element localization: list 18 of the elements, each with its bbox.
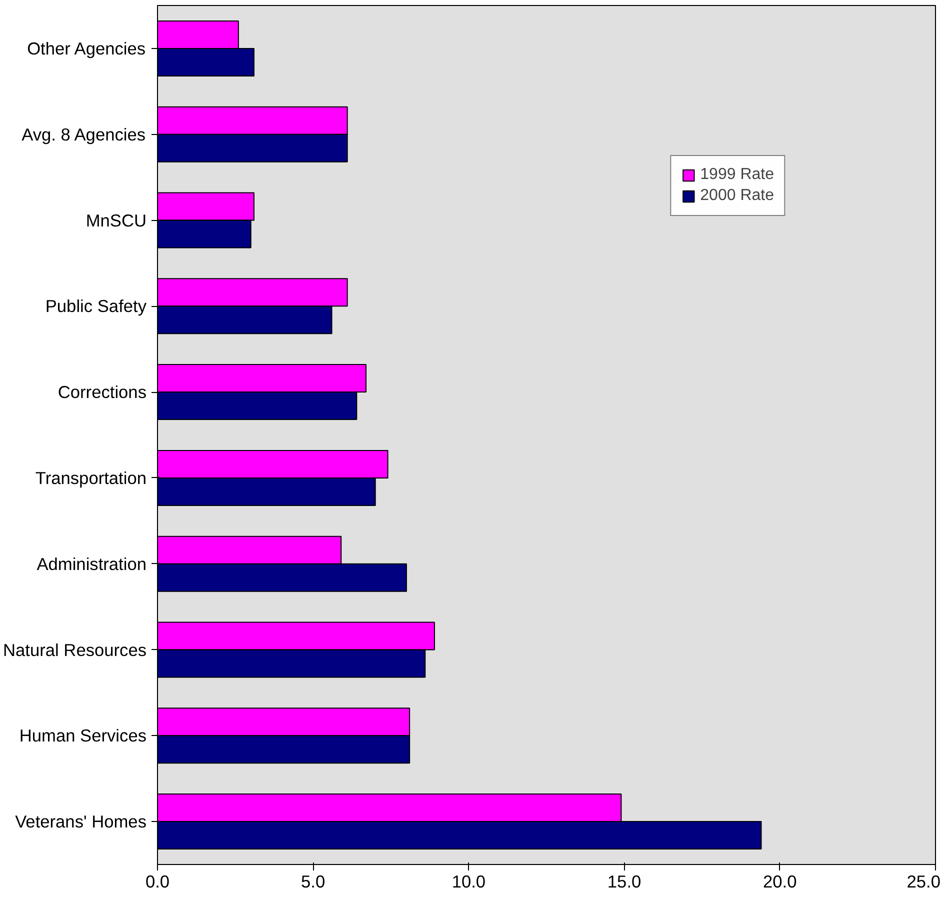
legend-label: 2000 Rate: [700, 187, 774, 205]
x-tick-label: 5.0: [301, 872, 326, 892]
y-tick-label: Natural Resources: [3, 640, 147, 660]
x-tick-label: 0.0: [145, 872, 170, 892]
y-tick-label: Public Safety: [45, 296, 147, 316]
x-tick-label: 15.0: [607, 872, 642, 892]
y-tick-label: Veterans' Homes: [15, 812, 147, 832]
x-tick-label: 25.0: [906, 872, 941, 892]
legend-label: 1999 Rate: [700, 166, 774, 184]
y-tick-label: Transportation: [35, 468, 147, 488]
x-tick-label: 20.0: [763, 872, 797, 892]
y-tick-label: Human Services: [19, 726, 147, 746]
y-tick-label: Avg. 8 Agencies: [22, 124, 146, 144]
y-tick-label: Other Agencies: [27, 38, 146, 58]
x-tick-label: 10.0: [452, 872, 486, 892]
y-tick-label: Administration: [36, 554, 147, 574]
y-tick-label: Corrections: [58, 382, 147, 402]
y-tick-label: MnSCU: [86, 210, 147, 230]
